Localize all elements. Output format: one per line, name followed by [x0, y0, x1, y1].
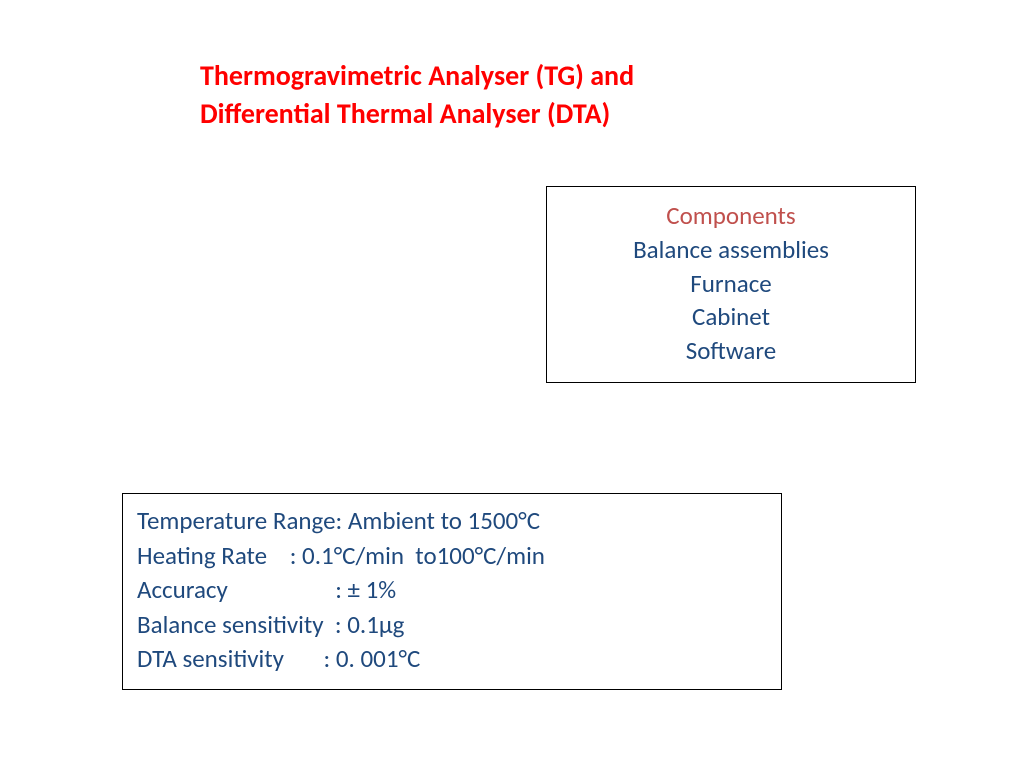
spec-row: Balance sensitivity : 0.1μg	[137, 608, 767, 643]
components-item: Software	[567, 334, 895, 368]
spec-row: Accuracy : ± 1%	[137, 573, 767, 608]
spec-row: Temperature Range: Ambient to 1500°C	[137, 504, 767, 539]
spec-row: Heating Rate : 0.1°C/min to100°C/min	[137, 539, 767, 574]
components-item: Cabinet	[567, 300, 895, 334]
spec-row: DTA sensitivity : 0. 001°C	[137, 642, 767, 677]
components-item: Furnace	[567, 267, 895, 301]
components-box: Components Balance assemblies Furnace Ca…	[546, 186, 916, 383]
components-header: Components	[567, 199, 895, 233]
slide-title: Thermogravimetric Analyser (TG) and Diff…	[200, 57, 634, 133]
title-line-1: Thermogravimetric Analyser (TG) and	[200, 58, 634, 93]
specs-box: Temperature Range: Ambient to 1500°C Hea…	[122, 493, 782, 690]
components-item: Balance assemblies	[567, 233, 895, 267]
title-line-2: Differential Thermal Analyser (DTA)	[200, 96, 610, 131]
